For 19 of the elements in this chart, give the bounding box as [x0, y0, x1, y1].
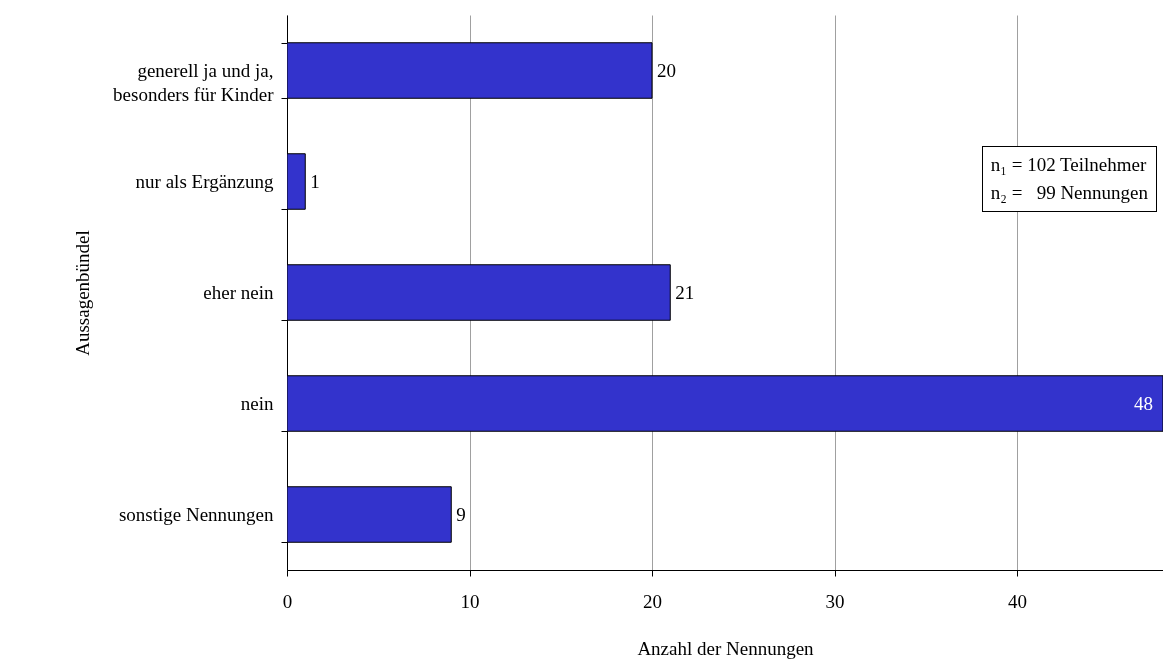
- y-tick-label: sonstige Nennungen: [118, 504, 274, 525]
- x-tick-label: 10: [460, 590, 480, 612]
- x-tick-label: 20: [643, 590, 662, 612]
- x-tick-label: 40: [1008, 590, 1027, 612]
- x-tick-label: 30: [825, 590, 845, 612]
- annotation: n₁ = 102 Teilnehmer: [990, 153, 1148, 177]
- data-label: 48: [1134, 392, 1153, 414]
- data-label: 20: [657, 59, 676, 81]
- x-tick-label: 0: [282, 590, 293, 612]
- y-tick-label: eher nein: [203, 282, 274, 303]
- data-label: 1: [310, 170, 320, 192]
- y-axis-title: Aussagenbündel: [72, 230, 94, 356]
- data-label: 21: [675, 281, 695, 303]
- x-axis-title: Anzahl der Nennungen: [637, 637, 815, 659]
- y-tick-label: nein: [240, 393, 274, 414]
- data-label: 9: [456, 503, 466, 525]
- y-tick-label: generell ja und ja, besonders für Kinder: [113, 60, 275, 105]
- y-tick-label: nur als Ergänzung: [135, 171, 274, 192]
- annotation: n₂ = 99 Nennungen: [990, 181, 1148, 205]
